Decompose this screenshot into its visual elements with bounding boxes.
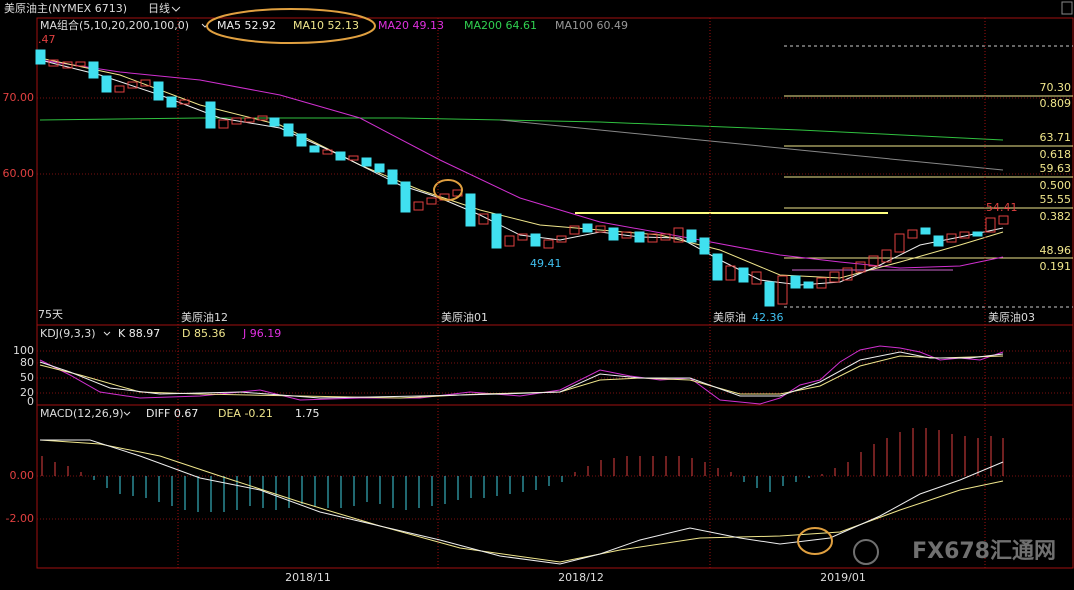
fib-price: 59.63 bbox=[1040, 162, 1072, 175]
fib-ratio: 0.500 bbox=[1040, 179, 1072, 192]
days-label: 75天 bbox=[38, 308, 63, 321]
macd-diff: DIFF 0.67 bbox=[146, 407, 198, 420]
fib-price: 48.96 bbox=[1040, 244, 1072, 257]
kdj-d: D 85.36 bbox=[182, 327, 225, 340]
kdj-k: K 88.97 bbox=[118, 327, 160, 340]
fib-price: 55.55 bbox=[1040, 193, 1072, 206]
fib-ratio: 0.809 bbox=[1040, 97, 1072, 110]
header-bar bbox=[0, 0, 1074, 18]
y-label: 50 bbox=[20, 371, 34, 384]
macd-dea: DEA -0.21 bbox=[218, 407, 273, 420]
annotation: 54.41 bbox=[986, 201, 1018, 214]
price-panel bbox=[36, 17, 1074, 326]
y-label: 80 bbox=[20, 356, 34, 369]
watermark-logo bbox=[853, 539, 879, 565]
instrument[interactable]: 美原油主(NYMEX 6713) bbox=[4, 1, 127, 15]
ma-title[interactable]: MA组合(5,10,20,200,100,0) bbox=[40, 18, 189, 32]
ma100: MA100 60.49 bbox=[555, 19, 628, 32]
highlight-circle bbox=[433, 179, 463, 201]
highlight-circle bbox=[797, 527, 833, 555]
ma10: MA10 52.13 bbox=[293, 19, 359, 32]
kdj-j: J 96.19 bbox=[242, 327, 281, 340]
macd-lines bbox=[39, 439, 1004, 565]
period[interactable]: 日线 bbox=[148, 1, 170, 15]
fib-price: 70.30 bbox=[1040, 81, 1072, 94]
y-label: 70.00 bbox=[3, 91, 35, 104]
y-label: -2.00 bbox=[6, 512, 34, 525]
watermark: FX678汇通网 bbox=[912, 539, 1056, 564]
macd-value: 1.75 bbox=[295, 407, 320, 420]
dropdown bbox=[123, 411, 131, 416]
ma200: MA200 64.61 bbox=[464, 19, 537, 32]
dropdown bbox=[171, 6, 181, 12]
ma5: MA5 52.92 bbox=[217, 19, 276, 32]
macd-panel bbox=[36, 404, 1074, 569]
date-label: 2019/01 bbox=[820, 571, 866, 584]
macd-bars-down bbox=[93, 476, 810, 512]
highlight-circle bbox=[206, 8, 376, 44]
macd-title[interactable]: MACD(12,26,9) bbox=[40, 407, 124, 420]
date-label: 2018/12 bbox=[558, 571, 604, 584]
top-label: .47 bbox=[38, 33, 56, 46]
ma20: MA20 49.13 bbox=[378, 19, 444, 32]
y-label: 0 bbox=[27, 395, 34, 408]
y-label: 100 bbox=[13, 344, 34, 357]
y-label: 60.00 bbox=[3, 167, 35, 180]
contract-label: 美原油01 bbox=[441, 310, 488, 324]
fib-lines bbox=[575, 45, 1073, 308]
macd-bars-up bbox=[41, 428, 1004, 476]
moving-averages bbox=[39, 57, 1004, 286]
candles-up bbox=[48, 59, 1009, 305]
fib-price: 63.71 bbox=[1040, 131, 1072, 144]
annotation: 42.36 bbox=[752, 311, 784, 324]
kdj-title[interactable]: KDJ(9,3,3) bbox=[40, 327, 96, 340]
close-box[interactable] bbox=[1061, 1, 1073, 15]
fib-ratio: 0.618 bbox=[1040, 148, 1072, 161]
y-label: 20 bbox=[20, 386, 34, 399]
fib-ratio: 0.382 bbox=[1040, 210, 1072, 223]
candles-down bbox=[35, 49, 983, 307]
y-label: 0.00 bbox=[10, 469, 35, 482]
contract-label: 美原油12 bbox=[181, 310, 228, 324]
contract-label: 美原油 bbox=[713, 310, 746, 324]
kdj-lines bbox=[39, 345, 1004, 405]
dropdown bbox=[103, 331, 111, 336]
annotation: 49.41 bbox=[530, 257, 562, 270]
fib-ratio: 0.191 bbox=[1040, 260, 1072, 273]
date-label: 2018/11 bbox=[285, 571, 331, 584]
contract-label: 美原油03 bbox=[988, 310, 1035, 324]
